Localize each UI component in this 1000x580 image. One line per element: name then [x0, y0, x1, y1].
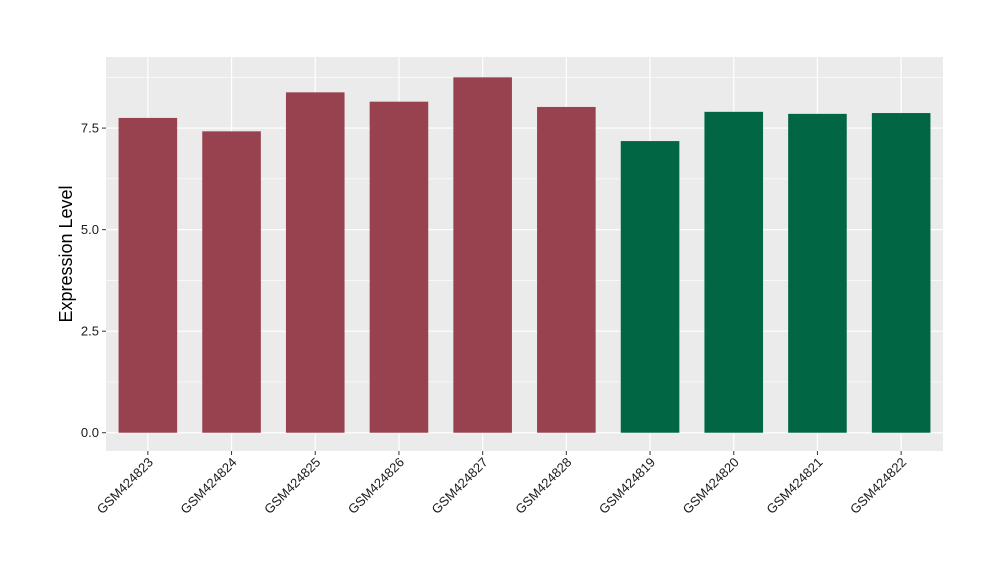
x-tick-label: GSM424819 [596, 455, 658, 517]
y-tick-label: 5.0 [81, 222, 99, 237]
bar-GSM424828 [537, 106, 596, 433]
x-axis: GSM424823 GSM424824 GSM424825 GSM424826 GSM4… [94, 451, 909, 517]
x-tick-label: GSM424821 [763, 455, 825, 517]
y-tick-label: 7.5 [81, 121, 99, 136]
bars-group [118, 77, 931, 433]
bar-GSM424821 [788, 113, 847, 433]
x-tick-label: GSM424822 [847, 455, 909, 517]
y-axis-title: Expression Level [56, 185, 76, 322]
y-axis: 0.0 2.5 5.0 7.5 [81, 121, 106, 440]
bar-GSM424822 [871, 113, 931, 433]
bar-GSM424827 [453, 77, 512, 433]
x-tick-label: GSM424825 [261, 455, 323, 517]
bar-GSM424826 [369, 101, 429, 433]
x-tick-label: GSM424824 [177, 455, 239, 517]
x-tick-label: GSM424826 [345, 455, 407, 517]
bar-GSM424825 [285, 92, 345, 433]
bar-GSM424823 [118, 117, 178, 433]
y-tick-label: 2.5 [81, 324, 99, 339]
y-tick-label: 0.0 [81, 425, 99, 440]
x-tick-label: GSM424820 [680, 455, 742, 517]
x-tick-label: GSM424827 [429, 455, 491, 517]
x-tick-label: GSM424823 [94, 455, 156, 517]
bar-GSM424824 [202, 131, 261, 433]
bar-GSM424820 [704, 111, 764, 433]
bar-GSM424819 [620, 141, 680, 433]
x-tick-label: GSM424828 [512, 455, 574, 517]
